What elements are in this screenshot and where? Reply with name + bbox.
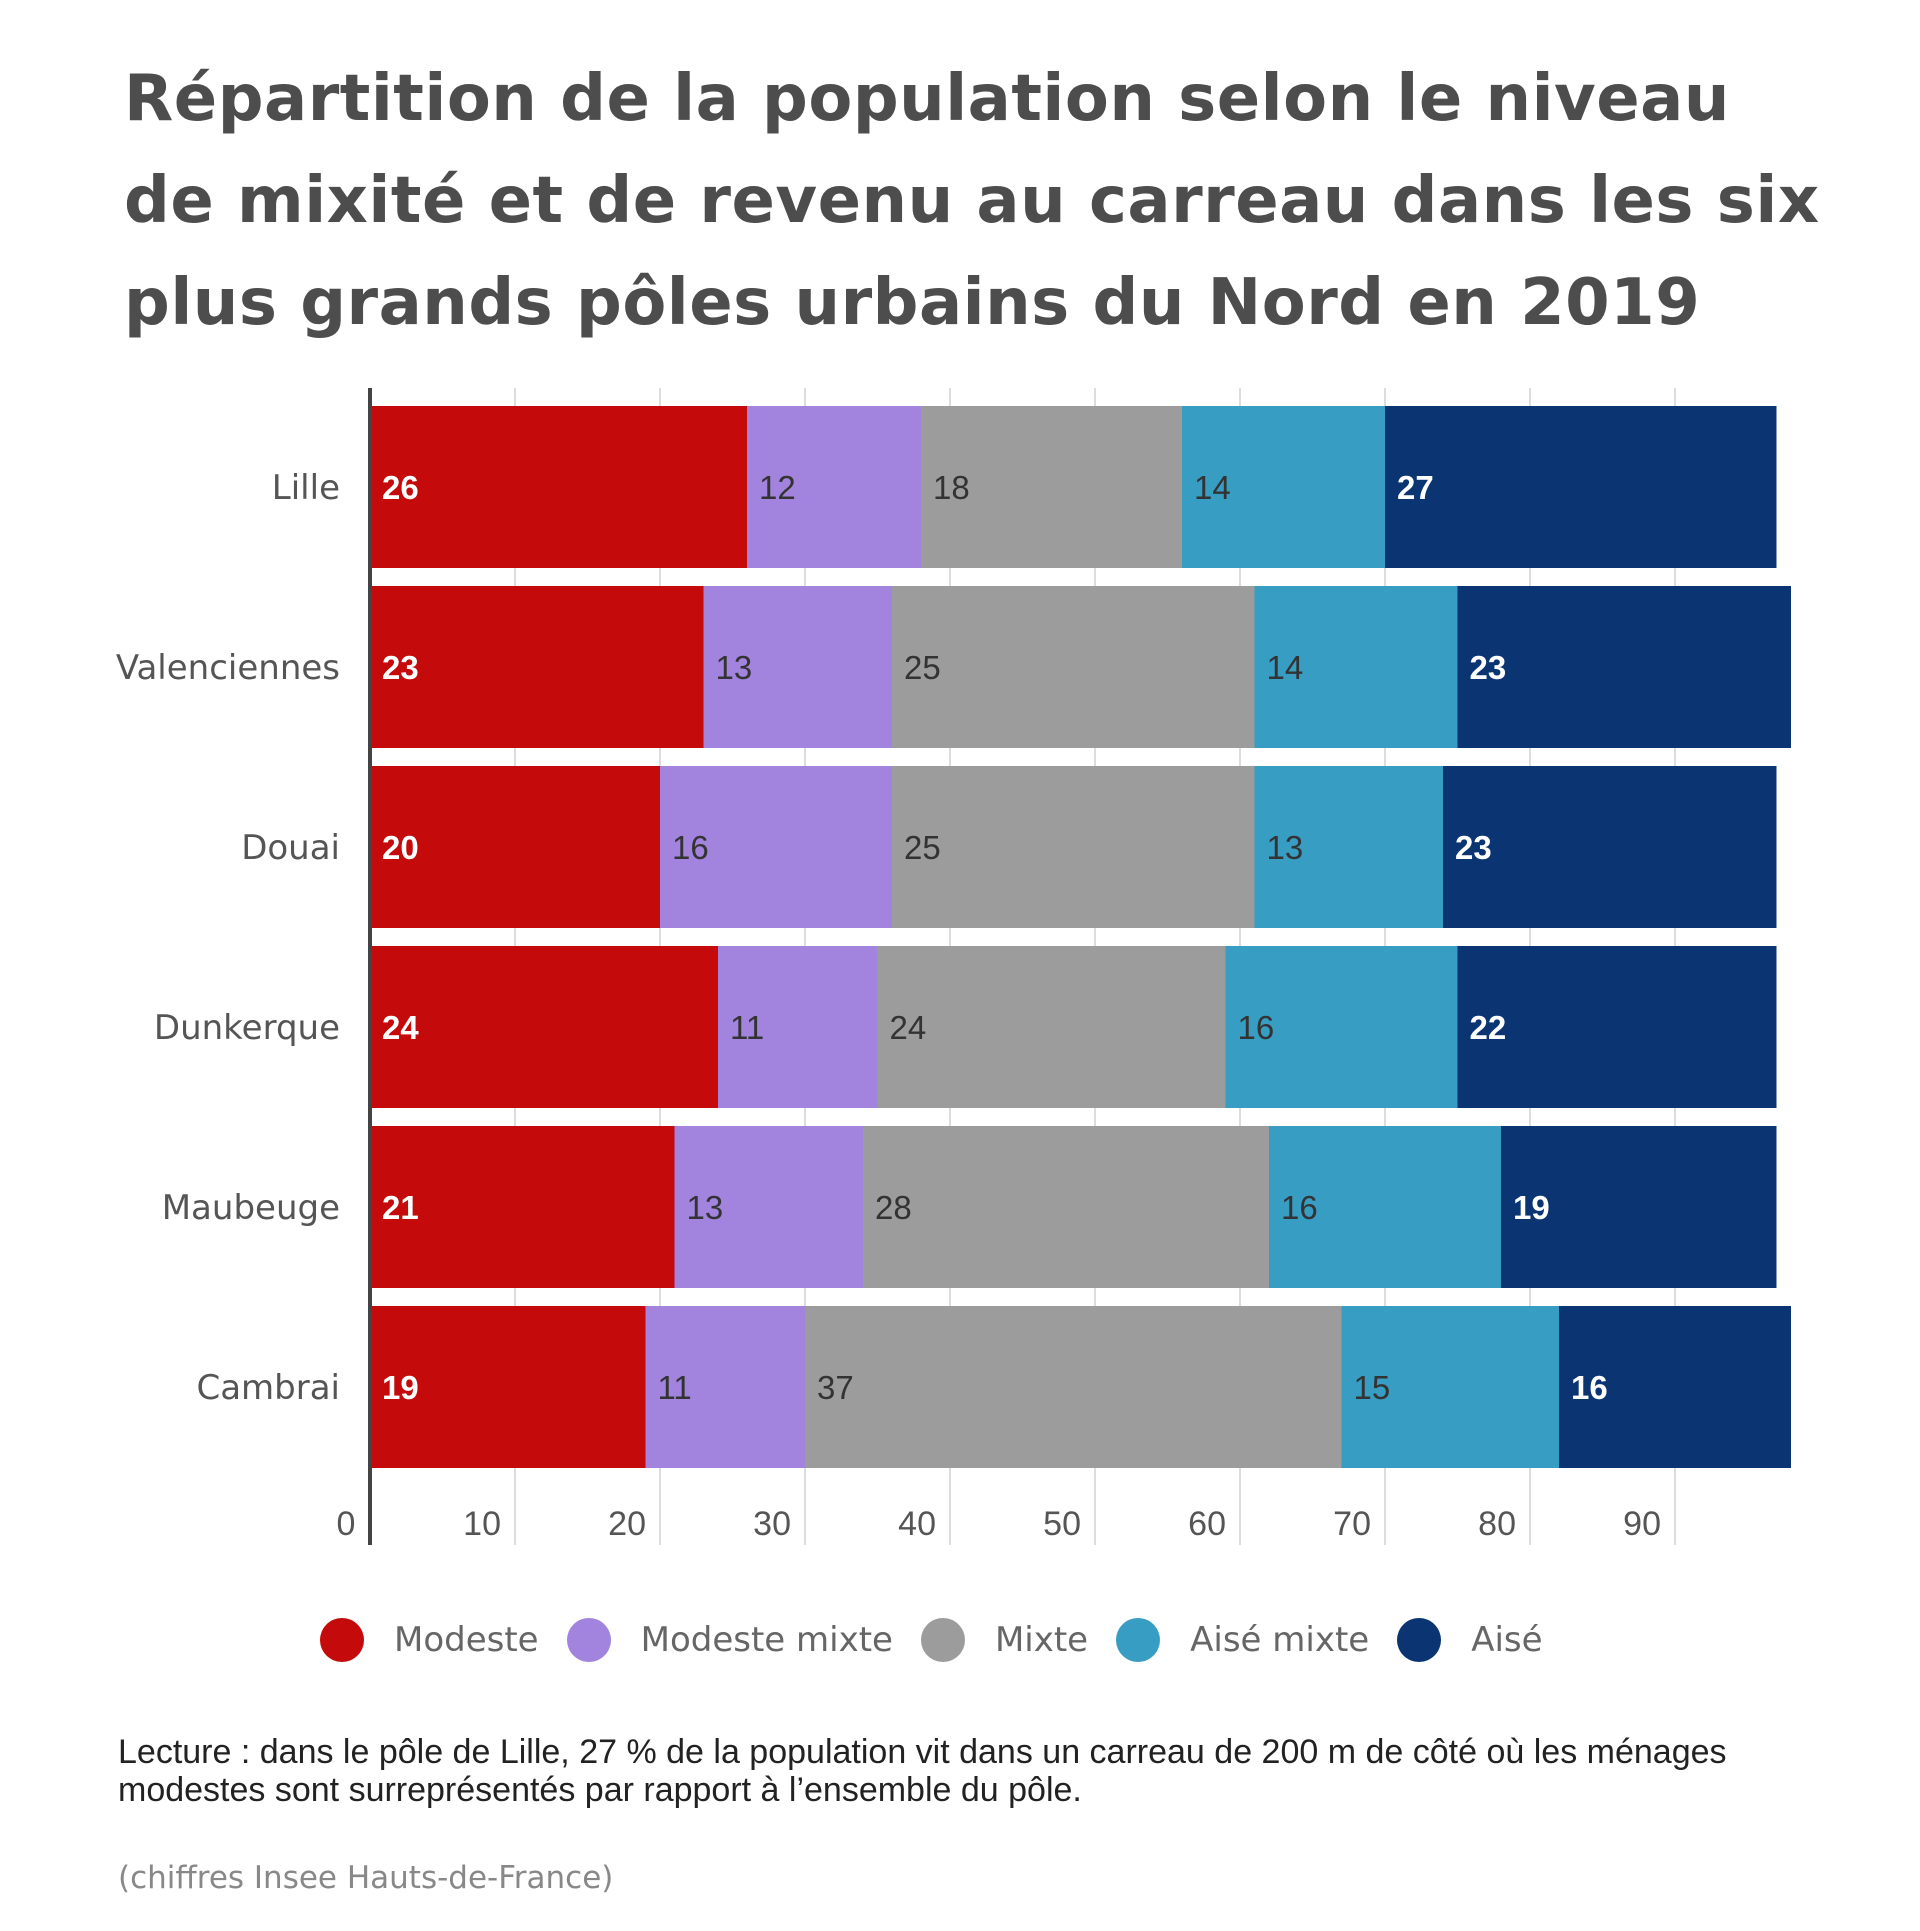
x-tick-label: 90 <box>1623 1505 1661 1543</box>
data-label: 13 <box>1267 829 1304 866</box>
data-label: 21 <box>382 1189 419 1226</box>
data-label: 28 <box>875 1189 912 1226</box>
data-label: 13 <box>716 649 753 686</box>
legend-label: Aisé <box>1471 1620 1543 1660</box>
bar-segment <box>660 766 892 928</box>
x-tick-label: 40 <box>898 1505 936 1543</box>
legend-item: Aisé mixte <box>1116 1618 1369 1662</box>
bar-segment <box>892 586 1255 748</box>
legend-swatch <box>1397 1618 1442 1662</box>
bar-segment <box>1501 1126 1777 1288</box>
data-label: 27 <box>1397 469 1434 506</box>
bar-segment <box>1341 1306 1559 1468</box>
category-label: Maubeuge <box>162 1188 340 1228</box>
bar-segment <box>703 586 892 748</box>
category-labels: Lille Valenciennes Douai Dunkerque Maubeuge C… <box>116 468 340 1408</box>
data-label: 14 <box>1194 469 1231 506</box>
data-label: 11 <box>730 1009 764 1046</box>
bar-segment <box>1457 586 1791 748</box>
x-tick-label: 80 <box>1478 1505 1516 1543</box>
legend-item: Modeste mixte <box>566 1618 893 1662</box>
category-label: Cambrai <box>196 1368 340 1408</box>
bar-segment <box>1225 946 1458 1108</box>
legend-swatch <box>920 1618 965 1662</box>
data-label: 19 <box>382 1369 419 1406</box>
bar-segment <box>877 946 1226 1108</box>
bar-segment <box>370 406 747 568</box>
bar-segment <box>718 946 878 1108</box>
data-label: 25 <box>904 649 941 686</box>
bar-chart: 26 12 18 14 27 23 13 25 14 23 20 16 25 13 23 24 11 24 16 22… <box>116 388 1791 1545</box>
bar-segment <box>1443 766 1777 928</box>
bar-segment <box>674 1126 863 1288</box>
bar-segment <box>1457 946 1777 1108</box>
bar-segment <box>1559 1306 1791 1468</box>
bar-segment <box>1269 1126 1501 1288</box>
data-label: 18 <box>933 469 970 506</box>
data-label: 13 <box>687 1189 724 1226</box>
category-label: Douai <box>241 828 340 868</box>
legend-label: Modeste mixte <box>640 1620 893 1660</box>
x-tick-label: 10 <box>463 1505 501 1543</box>
legend-item: Mixte <box>920 1618 1089 1662</box>
legend-swatch <box>1116 1618 1161 1662</box>
data-label: 23 <box>1455 829 1492 866</box>
bar-segment <box>805 1306 1342 1468</box>
bar-segment <box>370 586 704 748</box>
data-label: 12 <box>759 469 796 506</box>
data-label: 22 <box>1470 1009 1507 1046</box>
category-label: Valenciennes <box>116 648 340 688</box>
legend-swatch <box>320 1618 364 1662</box>
data-label: 24 <box>890 1009 927 1046</box>
data-label: 15 <box>1354 1369 1391 1406</box>
bar-segment <box>370 1126 675 1288</box>
data-label: 16 <box>672 829 709 866</box>
data-label: 16 <box>1281 1189 1318 1226</box>
legend-label: Aisé mixte <box>1190 1620 1370 1660</box>
bar-segment <box>1254 766 1443 928</box>
bar-segment <box>370 946 718 1108</box>
data-label: 25 <box>904 829 941 866</box>
data-label: 16 <box>1571 1369 1608 1406</box>
reading-note: Lecture : dans le pôle de Lille, 27 % de… <box>118 1733 1727 1809</box>
data-label: 26 <box>382 469 419 506</box>
bar-segment <box>370 1306 646 1468</box>
x-tick-label: 20 <box>608 1505 646 1543</box>
legend-label: Mixte <box>994 1620 1089 1660</box>
data-label: 23 <box>382 649 419 686</box>
data-label: 16 <box>1238 1009 1275 1046</box>
bar-segment <box>370 766 660 928</box>
chart-title: Répartition de la population selon le ni… <box>124 62 1820 340</box>
bar-segment <box>747 406 921 568</box>
bars: 26 12 18 14 27 23 13 25 14 23 20 16 25 13 23 24 11 24 16 22… <box>370 406 1791 1468</box>
x-tick-labels: 0 10 20 30 40 50 60 70 80 90 <box>337 1505 1661 1543</box>
data-label: 11 <box>658 1369 692 1406</box>
legend-swatch <box>566 1618 611 1662</box>
x-tick-label: 50 <box>1043 1505 1081 1543</box>
data-label: 20 <box>382 829 419 866</box>
data-label: 37 <box>817 1369 854 1406</box>
x-tick-label: 70 <box>1333 1505 1371 1543</box>
x-tick-label: 30 <box>753 1505 791 1543</box>
legend-label: Modeste <box>394 1620 539 1660</box>
bar-segment <box>645 1306 805 1468</box>
category-label: Lille <box>272 468 340 508</box>
source-note: (chiffres Insee Hauts-de-France) <box>118 1860 614 1896</box>
bar-segment <box>863 1126 1269 1288</box>
legend-item: Aisé <box>1397 1618 1543 1662</box>
bar-segment <box>892 766 1255 928</box>
data-label: 24 <box>382 1009 419 1046</box>
data-label: 14 <box>1267 649 1304 686</box>
bar-segment <box>1385 406 1777 568</box>
legend-item: Modeste <box>320 1618 539 1662</box>
x-tick-label: 60 <box>1188 1505 1226 1543</box>
bar-segment <box>1254 586 1458 748</box>
category-label: Dunkerque <box>154 1008 340 1048</box>
data-label: 23 <box>1470 649 1507 686</box>
bar-segment <box>921 406 1182 568</box>
bar-segment <box>1182 406 1385 568</box>
data-label: 19 <box>1513 1189 1550 1226</box>
legend: Modeste Modeste mixte Mixte Aisé mixte Aisé <box>320 1612 1571 1668</box>
x-tick-label: 0 <box>337 1505 356 1543</box>
